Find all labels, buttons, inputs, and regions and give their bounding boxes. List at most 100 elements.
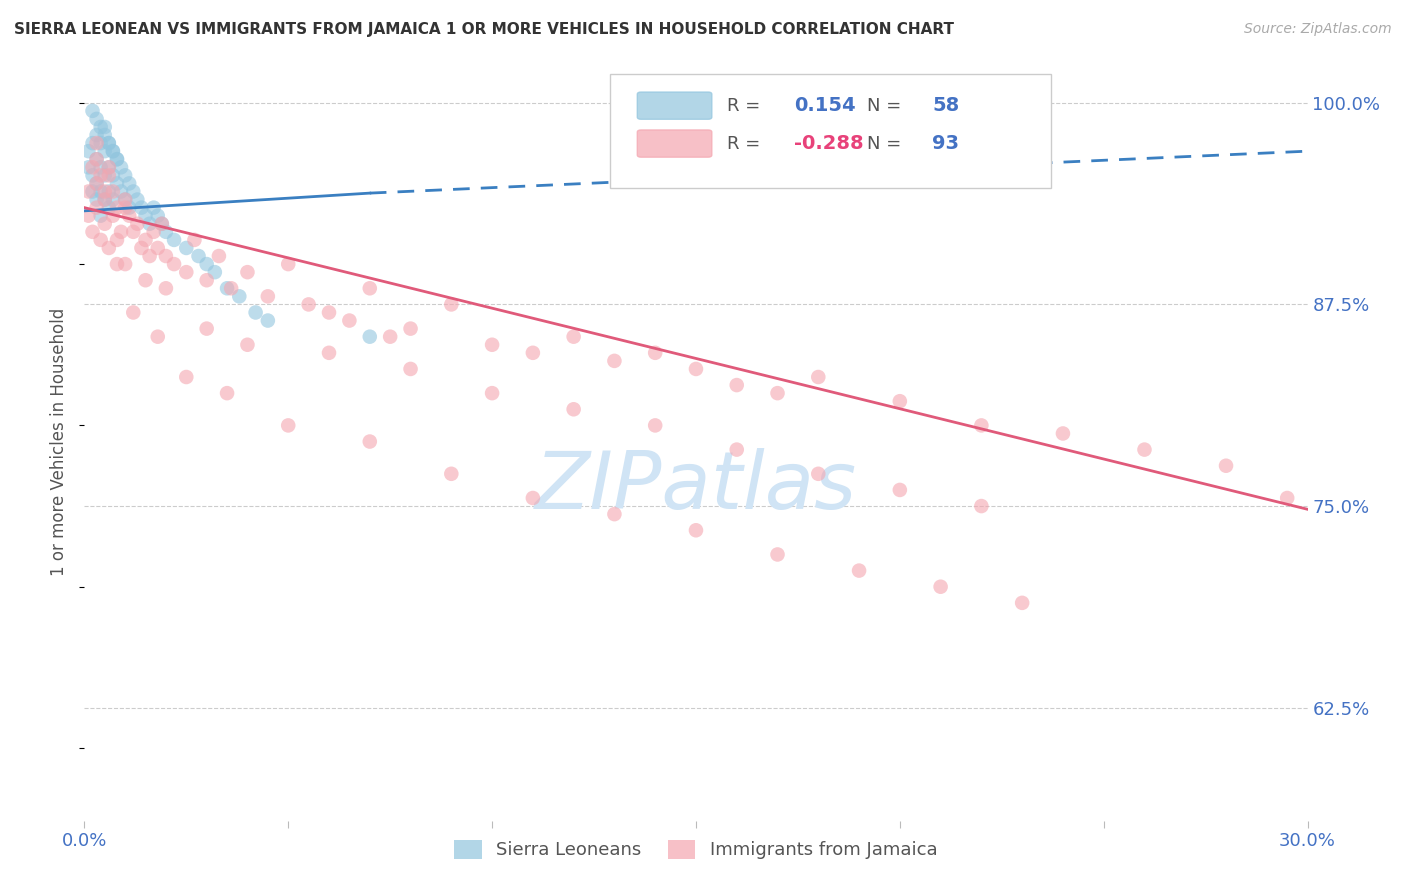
Point — [399, 362, 422, 376]
Point — [97, 161, 120, 175]
FancyBboxPatch shape — [637, 130, 711, 157]
Point — [101, 144, 124, 158]
Point — [195, 257, 218, 271]
Point — [257, 289, 280, 303]
Point — [127, 217, 149, 231]
Point — [807, 467, 830, 481]
Point — [105, 233, 128, 247]
FancyBboxPatch shape — [637, 92, 711, 120]
Point — [82, 103, 104, 118]
Point — [122, 305, 145, 319]
Point — [131, 201, 153, 215]
Point — [90, 136, 112, 150]
Point — [359, 281, 381, 295]
Point — [187, 249, 209, 263]
Text: -0.288: -0.288 — [794, 134, 863, 153]
Point — [1277, 491, 1299, 505]
Point — [110, 185, 132, 199]
Point — [685, 362, 707, 376]
Point — [131, 241, 153, 255]
Point — [101, 209, 124, 223]
Point — [97, 201, 120, 215]
Point — [86, 128, 108, 142]
Point — [889, 394, 911, 409]
FancyBboxPatch shape — [610, 74, 1050, 187]
Point — [138, 217, 160, 231]
Text: Source: ZipAtlas.com: Source: ZipAtlas.com — [1244, 22, 1392, 37]
Point — [114, 257, 136, 271]
Point — [146, 241, 169, 255]
Point — [114, 193, 136, 207]
Point — [174, 265, 197, 279]
Point — [208, 249, 231, 263]
Point — [93, 169, 115, 183]
Point — [90, 120, 112, 134]
Point — [970, 499, 993, 513]
Point — [90, 233, 112, 247]
Point — [236, 265, 259, 279]
Point — [146, 329, 169, 343]
Point — [82, 136, 104, 150]
Point — [1011, 596, 1033, 610]
Point — [90, 185, 112, 199]
Point — [766, 386, 789, 401]
Point — [101, 193, 124, 207]
Point — [118, 209, 141, 223]
Point — [114, 201, 136, 215]
Point — [90, 209, 112, 223]
Point — [174, 370, 197, 384]
Point — [163, 257, 186, 271]
Point — [339, 313, 361, 327]
Point — [318, 346, 340, 360]
Text: ZIPatlas: ZIPatlas — [534, 448, 858, 526]
Point — [217, 386, 239, 401]
Point — [183, 233, 205, 247]
Point — [110, 225, 132, 239]
Point — [93, 193, 115, 207]
Point — [105, 153, 128, 167]
Point — [118, 201, 141, 215]
Text: N =: N = — [868, 135, 907, 153]
Point — [1133, 442, 1156, 457]
Point — [644, 418, 666, 433]
Point — [155, 281, 177, 295]
Point — [725, 442, 748, 457]
Point — [105, 177, 128, 191]
Point — [105, 257, 128, 271]
Point — [399, 321, 422, 335]
Point — [86, 177, 108, 191]
Point — [77, 161, 100, 175]
Point — [236, 337, 259, 351]
Point — [440, 297, 463, 311]
Point — [77, 144, 100, 158]
Point — [82, 185, 104, 199]
Text: 93: 93 — [932, 134, 959, 153]
Point — [135, 273, 157, 287]
Point — [970, 418, 993, 433]
Point — [245, 305, 267, 319]
Point — [97, 169, 120, 183]
Point — [644, 346, 666, 360]
Text: R =: R = — [727, 135, 765, 153]
Text: 58: 58 — [932, 96, 959, 115]
Point — [93, 120, 115, 134]
Point — [86, 201, 108, 215]
Point — [318, 305, 340, 319]
Point — [105, 201, 128, 215]
Point — [807, 370, 830, 384]
Y-axis label: 1 or more Vehicles in Household: 1 or more Vehicles in Household — [51, 308, 69, 575]
Point — [97, 161, 120, 175]
Point — [77, 185, 100, 199]
Point — [522, 346, 544, 360]
Point — [101, 169, 124, 183]
Point — [562, 329, 585, 343]
Point — [135, 209, 157, 223]
Point — [122, 185, 145, 199]
Point — [150, 217, 173, 231]
Point — [257, 313, 280, 327]
Point — [359, 329, 381, 343]
Point — [93, 128, 115, 142]
Point — [219, 281, 242, 295]
Point — [685, 523, 707, 537]
Point — [97, 185, 120, 199]
